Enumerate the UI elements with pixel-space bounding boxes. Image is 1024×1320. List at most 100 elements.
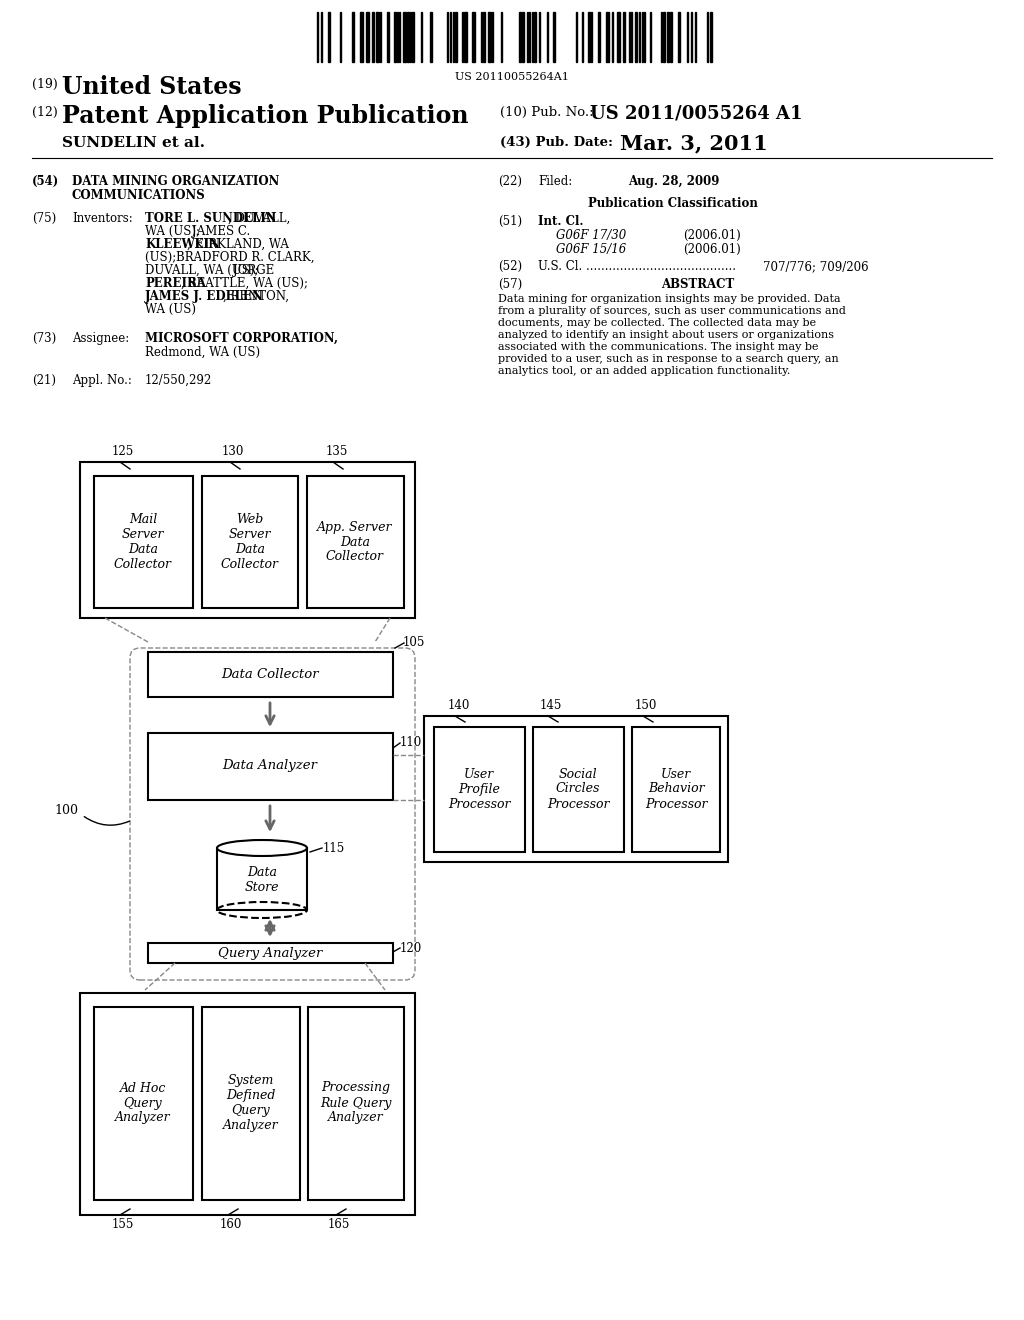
Text: SUNDELIN et al.: SUNDELIN et al. xyxy=(62,136,205,150)
Text: KLEEWEIN: KLEEWEIN xyxy=(145,238,220,251)
Bar xyxy=(307,477,404,609)
Text: WA (US);: WA (US); xyxy=(145,224,204,238)
Text: United States: United States xyxy=(62,75,242,99)
Text: Data mining for organization insights may be provided. Data: Data mining for organization insights ma… xyxy=(498,294,841,304)
Text: G06F 15/16: G06F 15/16 xyxy=(556,243,627,256)
Text: Web
Server
Data
Collector: Web Server Data Collector xyxy=(221,513,279,572)
Text: User
Behavior
Processor: User Behavior Processor xyxy=(645,767,708,810)
Bar xyxy=(360,12,362,62)
Text: (2006.01): (2006.01) xyxy=(683,243,740,256)
FancyBboxPatch shape xyxy=(130,648,415,979)
Bar xyxy=(588,12,590,62)
Text: TORE L. SUNDELIN: TORE L. SUNDELIN xyxy=(145,213,276,224)
Text: (12): (12) xyxy=(32,106,57,119)
Bar xyxy=(80,993,415,1214)
Text: 135: 135 xyxy=(326,445,348,458)
Bar xyxy=(94,477,193,609)
Text: PEREIRA: PEREIRA xyxy=(145,277,206,290)
Bar xyxy=(148,652,393,697)
Text: 125: 125 xyxy=(112,445,134,458)
Text: Mail
Server
Data
Collector: Mail Server Data Collector xyxy=(114,513,172,572)
Bar xyxy=(80,462,415,618)
Text: ABSTRACT: ABSTRACT xyxy=(662,279,734,290)
Bar xyxy=(606,12,609,62)
Bar xyxy=(148,733,393,800)
Bar xyxy=(472,12,475,62)
Text: 110: 110 xyxy=(400,737,422,750)
Text: G06F 17/30: G06F 17/30 xyxy=(556,228,627,242)
Bar xyxy=(598,12,600,62)
Text: MICROSOFT CORPORATION,: MICROSOFT CORPORATION, xyxy=(145,333,338,345)
Bar xyxy=(519,12,521,62)
Text: provided to a user, such as in response to a search query, an: provided to a user, such as in response … xyxy=(498,354,839,364)
Bar xyxy=(623,12,625,62)
Bar xyxy=(455,12,457,62)
Text: , SEATTLE, WA (US);: , SEATTLE, WA (US); xyxy=(181,277,308,290)
Bar xyxy=(434,727,525,851)
Text: , KIRKLAND, WA: , KIRKLAND, WA xyxy=(186,238,289,251)
Bar xyxy=(617,12,620,62)
Text: , RENTON,: , RENTON, xyxy=(223,290,289,304)
Bar xyxy=(394,12,396,62)
Bar xyxy=(522,12,524,62)
Text: (54): (54) xyxy=(32,176,59,187)
Bar xyxy=(424,715,728,862)
Text: analytics tool, or an added application functionality.: analytics tool, or an added application … xyxy=(498,366,791,376)
Bar xyxy=(217,847,307,909)
Bar xyxy=(670,12,672,62)
Text: 155: 155 xyxy=(112,1218,134,1232)
Text: Int. Cl.: Int. Cl. xyxy=(538,215,584,228)
Bar xyxy=(483,12,485,62)
Bar xyxy=(534,12,536,62)
Bar xyxy=(635,12,637,62)
Text: US 2011/0055264 A1: US 2011/0055264 A1 xyxy=(590,104,803,121)
Text: BRADFORD R. CLARK,: BRADFORD R. CLARK, xyxy=(176,251,314,264)
Text: from a plurality of sources, such as user communications and: from a plurality of sources, such as use… xyxy=(498,306,846,315)
Bar xyxy=(387,12,389,62)
Bar xyxy=(663,12,665,62)
Text: DATA MINING ORGANIZATION: DATA MINING ORGANIZATION xyxy=(72,176,280,187)
Text: (51): (51) xyxy=(498,215,522,228)
Text: (73): (73) xyxy=(32,333,56,345)
Text: User
Profile
Processor: User Profile Processor xyxy=(447,767,510,810)
Text: (2006.01): (2006.01) xyxy=(683,228,740,242)
Text: (US);: (US); xyxy=(145,251,180,264)
Text: 105: 105 xyxy=(403,636,425,649)
Text: US 20110055264A1: US 20110055264A1 xyxy=(455,73,569,82)
Text: Filed:: Filed: xyxy=(538,176,572,187)
Text: 150: 150 xyxy=(635,700,657,711)
Text: (57): (57) xyxy=(498,279,522,290)
Text: Social
Circles
Processor: Social Circles Processor xyxy=(547,767,609,810)
Text: analyzed to identify an insight about users or organizations: analyzed to identify an insight about us… xyxy=(498,330,834,341)
Bar xyxy=(534,727,624,851)
Text: (19): (19) xyxy=(32,78,57,91)
Bar xyxy=(372,12,374,62)
Text: Mar. 3, 2011: Mar. 3, 2011 xyxy=(620,133,768,153)
Text: Aug. 28, 2009: Aug. 28, 2009 xyxy=(628,176,720,187)
Text: Inventors:: Inventors: xyxy=(72,213,133,224)
Text: Publication Classification: Publication Classification xyxy=(588,197,758,210)
Text: Query Analyzer: Query Analyzer xyxy=(218,946,323,960)
Text: App. Server
Data
Collector: App. Server Data Collector xyxy=(317,520,393,564)
Bar xyxy=(202,1007,300,1200)
Text: (22): (22) xyxy=(498,176,522,187)
Ellipse shape xyxy=(217,840,307,855)
Text: 100: 100 xyxy=(54,804,78,817)
Text: COMMUNICATIONS: COMMUNICATIONS xyxy=(72,189,206,202)
Text: Appl. No.:: Appl. No.: xyxy=(72,374,132,387)
Text: Ad Hoc
Query
Analyzer: Ad Hoc Query Analyzer xyxy=(115,1081,171,1125)
Text: Data Analyzer: Data Analyzer xyxy=(222,759,317,772)
Text: 160: 160 xyxy=(220,1218,243,1232)
Bar xyxy=(430,12,432,62)
Text: JORGE: JORGE xyxy=(233,264,274,277)
Text: (21): (21) xyxy=(32,374,56,387)
Bar xyxy=(412,12,414,62)
Bar xyxy=(148,942,393,964)
Text: JAMES C.: JAMES C. xyxy=(191,224,250,238)
Text: 707/776; 709/206: 707/776; 709/206 xyxy=(763,260,868,273)
Text: Redmond, WA (US): Redmond, WA (US) xyxy=(145,346,260,359)
Text: 165: 165 xyxy=(328,1218,350,1232)
Bar xyxy=(94,1007,193,1200)
Text: 120: 120 xyxy=(400,941,422,954)
Text: associated with the communications. The insight may be: associated with the communications. The … xyxy=(498,342,818,352)
